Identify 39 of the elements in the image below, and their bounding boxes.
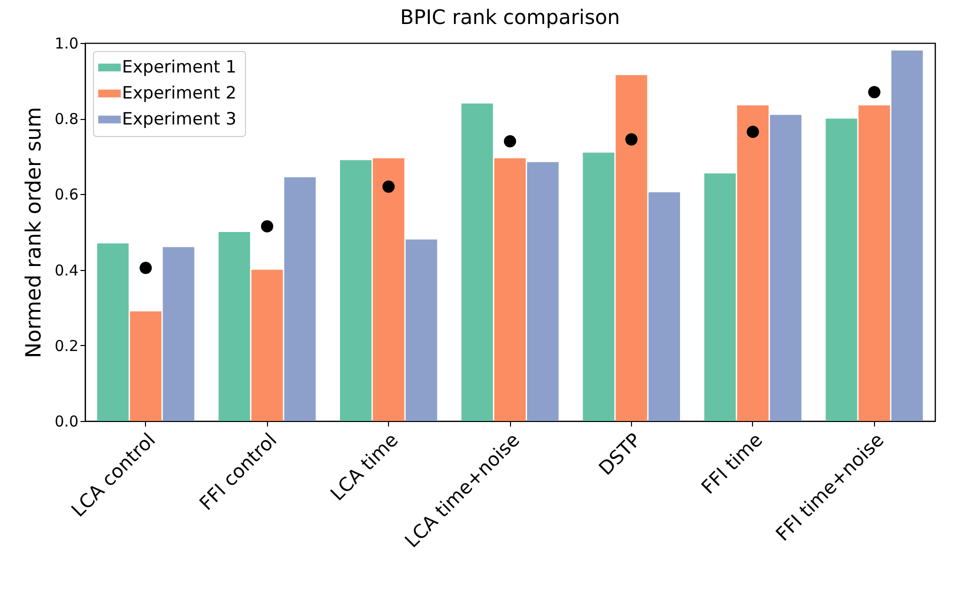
y-axis-title: Normed rank order sum	[22, 106, 46, 358]
legend-label: Experiment 3	[122, 110, 236, 130]
point	[625, 133, 638, 146]
y-tick-label: 0.4	[54, 261, 78, 280]
bar	[461, 103, 493, 421]
bar	[582, 152, 614, 421]
y-tick-label: 0.6	[54, 186, 78, 204]
bar	[340, 160, 372, 421]
bar	[616, 75, 648, 421]
bar	[858, 105, 890, 421]
bar	[527, 162, 559, 421]
bar	[97, 243, 129, 421]
bar	[406, 240, 438, 421]
y-tick-label: 0.0	[54, 412, 78, 430]
bar	[372, 158, 404, 421]
y-tick-label: 0.8	[54, 110, 78, 128]
y-tick-label: 1.0	[54, 34, 78, 52]
bar	[704, 173, 736, 421]
point	[261, 220, 274, 232]
bar	[130, 311, 162, 421]
point	[868, 86, 880, 98]
legend-label: Experiment 2	[122, 84, 236, 104]
bar	[494, 158, 526, 421]
bar	[737, 105, 769, 421]
point	[382, 180, 395, 193]
bar	[251, 270, 283, 421]
bar	[891, 50, 923, 421]
bar	[648, 192, 680, 421]
bar	[770, 114, 802, 421]
point	[140, 262, 152, 274]
bar	[162, 247, 194, 421]
point	[504, 135, 516, 148]
y-tick-label: 0.2	[54, 336, 78, 355]
bar	[826, 118, 858, 421]
point	[746, 126, 759, 138]
chart-title: BPIC rank comparison	[400, 5, 620, 29]
legend-label: Experiment 1	[122, 58, 236, 78]
bar	[218, 232, 250, 421]
bar	[284, 177, 316, 421]
